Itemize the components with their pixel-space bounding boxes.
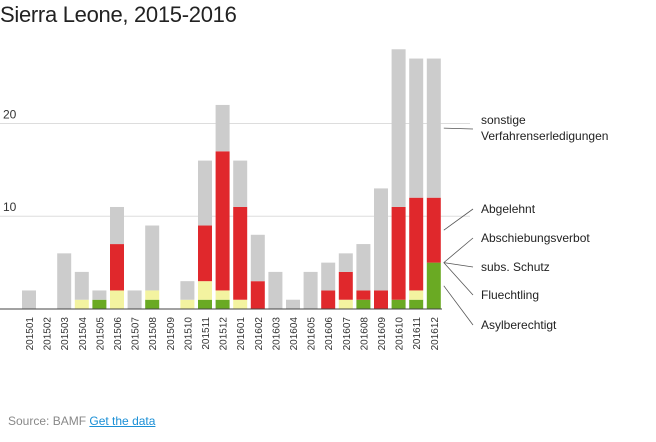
get-the-data-link[interactable]: Get the data <box>89 414 156 428</box>
bar-segment <box>356 299 371 309</box>
bar-segment <box>321 262 336 291</box>
bar-segment <box>22 290 36 309</box>
bar-segment <box>215 299 230 309</box>
bar-segment <box>409 197 424 291</box>
bar-segment <box>321 290 336 309</box>
bar-segment <box>303 271 318 309</box>
x-tick-label: 201609 <box>377 317 388 351</box>
bar-segment <box>215 290 230 300</box>
bar-segment <box>180 299 195 309</box>
bar-segment <box>409 290 424 300</box>
bar-segment <box>426 197 441 263</box>
bar-segment <box>198 299 212 309</box>
x-tick-label: 201511 <box>201 317 212 350</box>
x-tick-label: 201603 <box>271 317 282 351</box>
chart-title: Sierra Leone, 2015-2016 <box>0 2 237 27</box>
bar-segment <box>356 244 371 291</box>
legend-label: sonstige <box>481 113 526 127</box>
x-tick-label: 201508 <box>148 317 159 351</box>
bar-segment <box>286 299 300 309</box>
source-label: Source: BAMF <box>8 414 87 428</box>
bar-segment <box>198 160 212 226</box>
bar-segment <box>57 253 72 309</box>
x-tick-label: 201506 <box>113 317 124 351</box>
x-tick-label: 201605 <box>307 317 318 351</box>
bar-segment <box>233 299 248 309</box>
bar-segment <box>92 290 107 300</box>
x-tick-label: 201501 <box>25 317 36 351</box>
x-tick-label: 201503 <box>60 317 71 351</box>
bar-segment <box>145 290 160 300</box>
legend-leader-line <box>443 285 474 326</box>
x-tick-label: 201604 <box>289 317 300 351</box>
bar-segment <box>74 271 89 300</box>
bar-segment <box>409 58 424 198</box>
bar-segment <box>426 58 441 198</box>
bar-segment <box>233 160 248 207</box>
x-tick-label: 201606 <box>324 317 335 351</box>
x-tick-label: 201610 <box>395 317 406 351</box>
bar-segment <box>145 299 160 309</box>
x-tick-label: 201611 <box>412 317 423 350</box>
bar-segment <box>215 151 230 291</box>
bar-segment <box>198 281 212 300</box>
x-tick-label: 201505 <box>95 317 106 351</box>
legend-label: Abgelehnt <box>481 202 536 216</box>
bar-segment <box>180 281 195 300</box>
bar-segment <box>233 206 248 300</box>
bar-segment <box>391 299 406 309</box>
legend-label: Abschiebungsverbot <box>481 231 590 245</box>
legend-leader-line <box>443 208 474 231</box>
x-tick-label: 201502 <box>43 317 54 351</box>
bar-segment <box>338 299 353 309</box>
x-tick-label: 201612 <box>430 317 441 351</box>
legend-label: subs. Schutz <box>481 260 550 274</box>
bar-segment <box>145 225 160 291</box>
legend-label: Fluechtling <box>481 288 539 302</box>
bar-segment <box>110 206 124 245</box>
source-line: Source: BAMF Get the data <box>8 414 155 428</box>
bar-segment <box>110 244 124 291</box>
bar-segment <box>250 234 265 282</box>
bar-segment <box>250 281 265 309</box>
bar-segment <box>338 271 353 300</box>
bar-segment <box>127 290 142 309</box>
legend-leader-line <box>443 262 474 296</box>
bar-segment <box>110 290 124 309</box>
x-tick-label: 201504 <box>78 317 89 351</box>
bar-segment <box>338 253 353 272</box>
x-tick-label: 201512 <box>219 317 230 351</box>
x-tick-label: 201608 <box>359 317 370 351</box>
bar-segment <box>215 104 230 152</box>
bar-segment <box>74 299 89 309</box>
bar-segment <box>426 262 441 309</box>
y-tick-label: 10 <box>3 200 17 214</box>
legend-leader-line <box>443 237 474 263</box>
bar-segment <box>391 206 406 300</box>
bar-segment <box>391 49 406 207</box>
y-tick-label: 20 <box>3 107 17 121</box>
legend-leader-line <box>443 127 474 130</box>
x-tick-label: 201607 <box>342 317 353 351</box>
legend-label-line2: Verfahrenserledigungen <box>481 129 608 143</box>
bar-segment <box>409 299 424 309</box>
bar-segment <box>198 225 212 282</box>
bar-segment <box>374 290 388 309</box>
bar-segment <box>268 271 283 309</box>
bar-segment <box>374 188 388 291</box>
x-tick-label: 201601 <box>236 317 247 351</box>
legend-label: Asylberechtigt <box>481 318 557 332</box>
bar-segment <box>92 299 107 309</box>
x-tick-label: 201509 <box>166 317 177 351</box>
bar-segment <box>356 290 371 300</box>
x-tick-label: 201510 <box>183 317 194 351</box>
x-tick-label: 201507 <box>131 317 142 351</box>
legend-leader-line <box>443 262 474 268</box>
x-tick-label: 201602 <box>254 317 265 351</box>
